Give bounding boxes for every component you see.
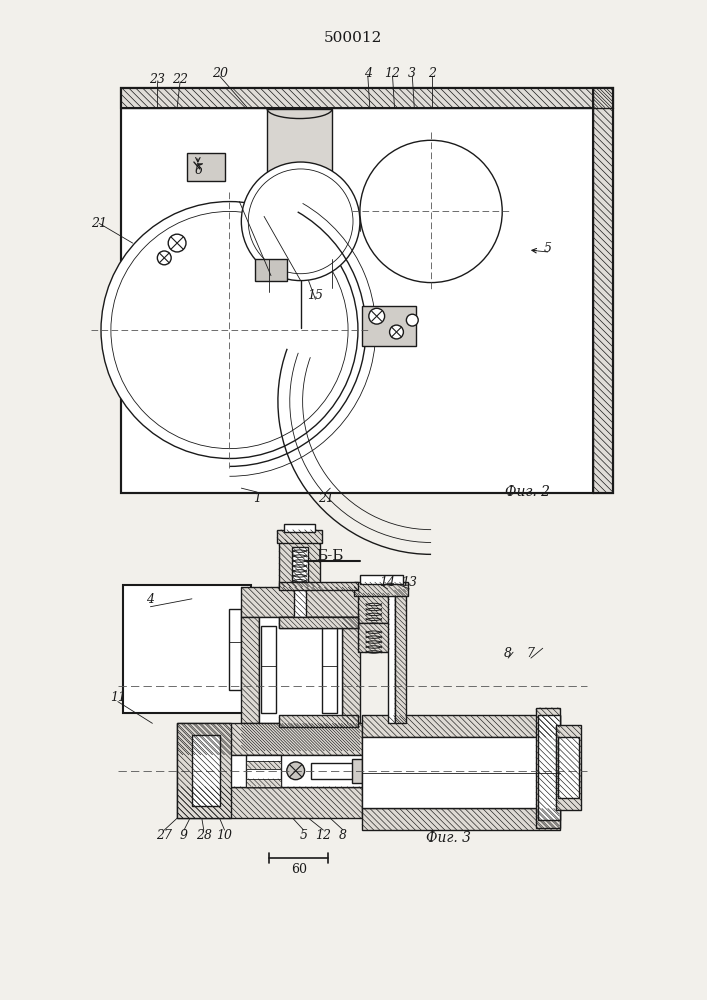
Bar [267, 109, 332, 207]
Bar [261, 626, 276, 713]
Text: 4: 4 [146, 593, 154, 606]
Bar [123, 585, 251, 713]
Text: 11: 11 [110, 691, 126, 704]
Text: Б-Б: Б-Б [317, 549, 344, 563]
Bar [395, 589, 407, 723]
Bar [187, 153, 225, 181]
Bar [246, 761, 281, 769]
Bar [241, 723, 360, 751]
Text: 2: 2 [428, 67, 436, 80]
Bar [177, 723, 362, 755]
Bar [362, 306, 416, 346]
Text: 21: 21 [91, 217, 107, 230]
Bar [241, 587, 360, 617]
Text: 10: 10 [216, 829, 233, 842]
Bar [259, 617, 342, 723]
Text: 12: 12 [385, 67, 401, 80]
Text: 20: 20 [211, 67, 228, 80]
Text: 8: 8 [339, 829, 347, 842]
Bar [279, 540, 320, 587]
Bar [310, 763, 362, 779]
Text: 14: 14 [380, 576, 396, 589]
Bar [352, 759, 362, 783]
Bar [279, 617, 358, 628]
Text: 5: 5 [544, 242, 551, 255]
Bar [293, 582, 305, 625]
Circle shape [168, 234, 186, 252]
Text: Фиг. 2: Фиг. 2 [506, 485, 551, 499]
Text: 5: 5 [300, 829, 308, 842]
Bar [192, 735, 220, 806]
Text: 23: 23 [149, 73, 165, 86]
Bar [536, 708, 559, 828]
Bar [277, 530, 322, 543]
Bar [177, 755, 362, 787]
Bar [246, 755, 281, 787]
Text: 27: 27 [156, 829, 173, 842]
Text: 500012: 500012 [324, 31, 382, 45]
Bar [322, 626, 337, 713]
Bar [279, 715, 358, 727]
Bar [292, 547, 308, 582]
Text: б: б [194, 164, 201, 177]
Text: 9: 9 [180, 829, 188, 842]
Text: 15: 15 [308, 289, 324, 302]
Bar [362, 808, 559, 830]
Text: 4: 4 [364, 67, 372, 80]
Text: 8: 8 [504, 647, 512, 660]
Bar [121, 88, 613, 493]
Text: 22: 22 [172, 73, 188, 86]
Text: 60: 60 [291, 863, 307, 876]
Bar [593, 88, 613, 493]
Circle shape [369, 308, 385, 324]
Bar [121, 88, 613, 108]
Bar [284, 524, 315, 532]
Bar [538, 715, 559, 820]
Text: 3: 3 [409, 67, 416, 80]
Text: 7: 7 [527, 647, 535, 660]
Bar [342, 617, 360, 723]
Text: Фиг. 3: Фиг. 3 [426, 831, 472, 845]
Circle shape [407, 314, 419, 326]
Circle shape [101, 202, 358, 458]
Circle shape [390, 325, 404, 339]
Bar [279, 582, 358, 590]
Bar [279, 617, 358, 628]
Bar [177, 723, 231, 818]
Text: 12: 12 [315, 829, 332, 842]
Circle shape [287, 762, 305, 780]
Bar [230, 609, 241, 690]
Bar [241, 617, 259, 723]
Bar [354, 582, 409, 596]
Bar [246, 779, 281, 787]
Text: 21: 21 [318, 492, 334, 505]
Circle shape [360, 140, 502, 283]
Bar [358, 623, 390, 652]
Text: 13: 13 [402, 576, 417, 589]
Bar [556, 725, 581, 810]
Bar [177, 787, 362, 818]
Text: 28: 28 [196, 829, 212, 842]
Bar [358, 593, 390, 623]
Bar [362, 737, 559, 808]
Circle shape [241, 162, 360, 281]
Bar [255, 259, 287, 281]
Bar [387, 589, 395, 723]
Bar [121, 88, 613, 493]
Bar [558, 737, 579, 798]
Text: 1: 1 [253, 492, 261, 505]
Bar [360, 575, 404, 584]
Bar [362, 715, 559, 737]
Circle shape [158, 251, 171, 265]
